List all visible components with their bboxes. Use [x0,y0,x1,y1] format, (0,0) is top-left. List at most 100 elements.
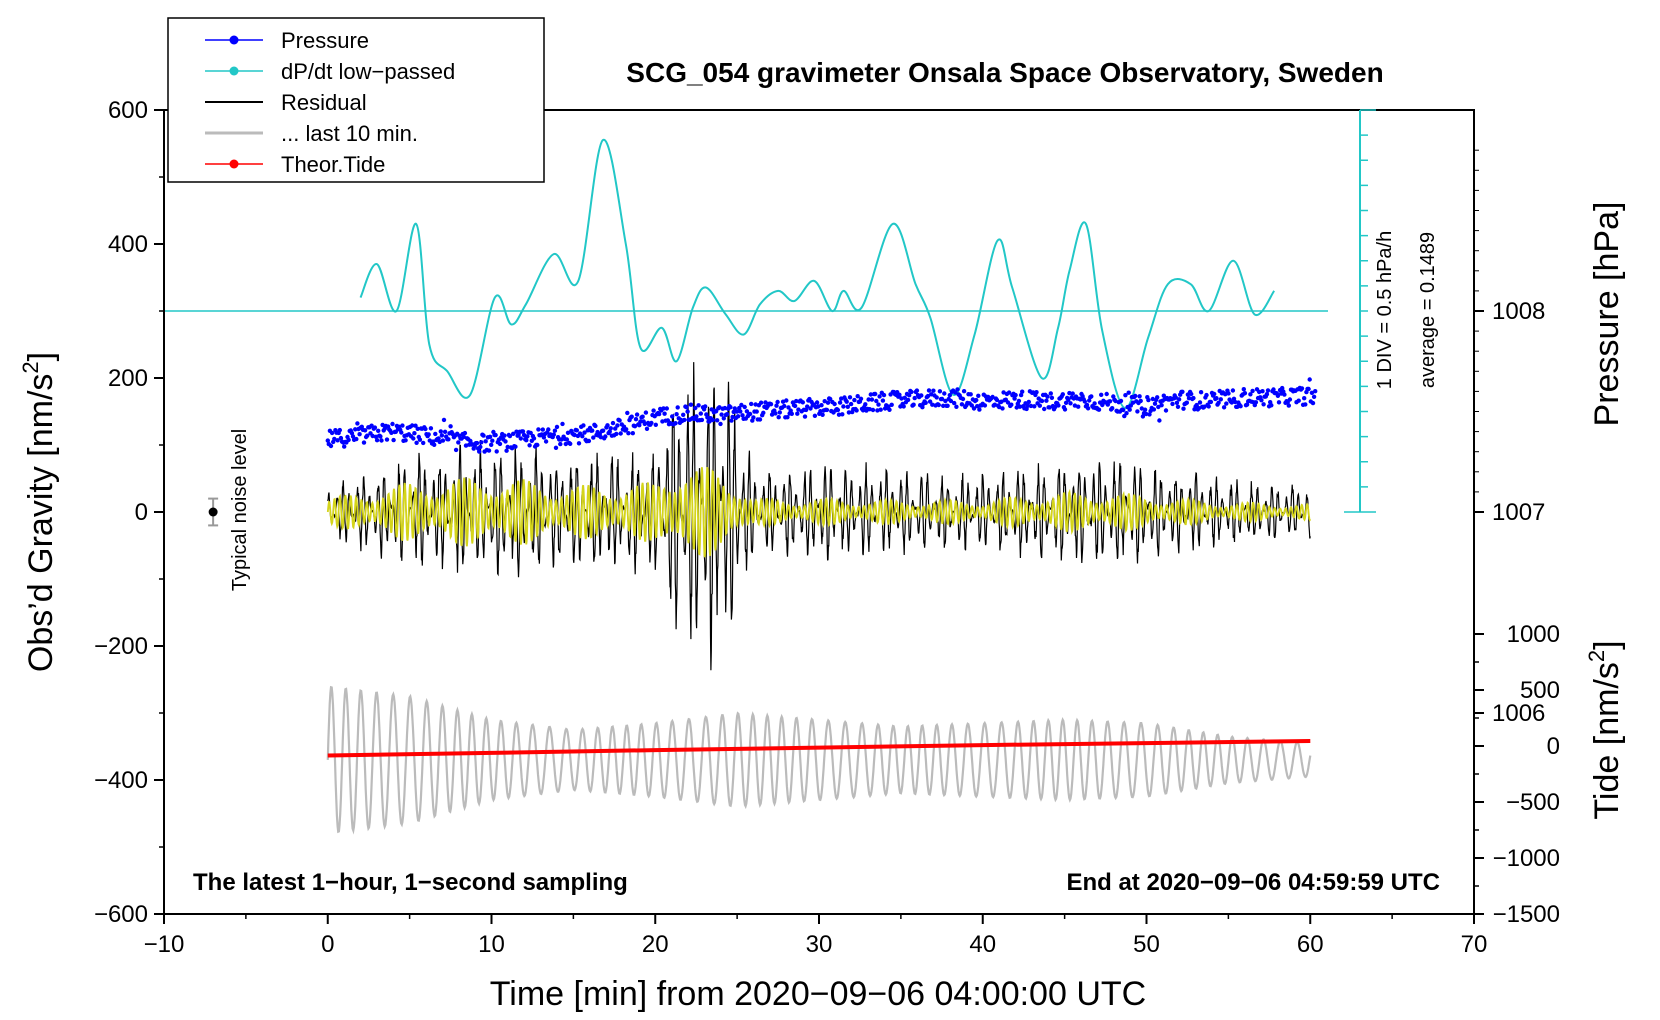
pressure-point [889,402,894,407]
pressure-point [808,406,813,411]
pressure-point [735,414,741,419]
pressure-point [785,415,790,420]
legend-item-tide: Theor.Tide [205,152,385,177]
pressure-tick-label: 1008 [1492,298,1545,325]
pressure-point [1155,395,1160,400]
pressure-point [1096,407,1102,412]
pressure-point [923,400,928,405]
pressure-point [608,426,613,431]
pressure-point [468,438,473,444]
pressure-point [887,407,892,412]
pressure-point [682,417,687,423]
pressure-point [1135,409,1140,414]
pressure-point [789,411,794,416]
pressure-point [446,437,451,442]
series-dpdt [359,139,1276,410]
pressure-point [1180,389,1185,394]
pressure-point [630,431,635,436]
pressure-point [768,402,774,407]
x-tick-label: 60 [1297,931,1324,958]
pressure-point [822,399,827,404]
pressure-point [975,404,980,409]
pressure-point [873,391,878,397]
pressure-point [1208,399,1214,405]
pressure-point [1144,411,1149,417]
pressure-point [869,397,875,402]
pressure-point [1056,403,1061,408]
pressure-point [718,421,723,427]
pressure-point [825,400,831,405]
pressure-point [1276,400,1282,405]
pressure-point [520,429,526,434]
pressure-point [1275,393,1281,398]
pressure-point [911,402,916,407]
x-tick-label: −10 [144,931,185,958]
pressure-point [784,398,789,403]
pressure-point [1037,403,1043,408]
pressure-point [844,399,849,404]
pressure-point [357,432,362,437]
pressure-point [651,408,656,413]
pressure-point [1025,403,1030,408]
pressure-point [1133,393,1138,399]
pressure-point [581,423,586,428]
pressure-point [629,414,634,419]
pressure-point [643,410,649,415]
pressure-point [968,392,973,397]
tide-tick-label: 500 [1520,677,1560,704]
pressure-point [1076,404,1081,409]
pressure-point [391,437,396,443]
pressure-point [355,421,360,426]
pressure-point [684,405,689,410]
pressure-point [1302,396,1307,401]
pressure-point [816,404,821,409]
pressure-point [1138,398,1143,404]
pressure-point [438,429,443,434]
pressure-point [698,411,703,416]
pressure-point [580,434,585,439]
pressure-point [1113,398,1118,404]
pressure-point [374,438,380,443]
pressure-point [1202,404,1207,409]
pressure-point [564,437,570,442]
pressure-point [552,428,558,433]
pressure-point [399,430,404,435]
pressure-point [325,438,330,443]
pressure-point [681,412,686,417]
pressure-point [1181,406,1186,411]
pressure-tick-label: 1007 [1492,499,1545,526]
pressure-point [740,413,745,418]
pressure-point [1191,395,1196,401]
pressure-point [1121,407,1126,413]
pressure-point [959,402,965,407]
pressure-point [1299,386,1305,391]
pressure-point [1147,412,1152,417]
pressure-point [812,413,818,418]
pressure-point [786,405,791,410]
pressure-point [925,393,931,399]
pressure-point [758,400,764,405]
pressure-point [535,442,540,448]
pressure-point [1214,396,1219,401]
pressure-point [554,424,560,430]
pressure-tick-label: 1006 [1492,700,1545,727]
pressure-point [994,397,1000,403]
pressure-point [870,407,876,413]
pressure-point [877,394,882,399]
pressure-point [328,443,334,449]
pressure-point [1150,396,1156,402]
pressure-point [1224,401,1229,406]
pressure-point [354,436,359,442]
pressure-point [1176,397,1182,402]
pressure-point [796,407,801,412]
pressure-point [1196,406,1202,411]
pressure-point [1034,390,1039,395]
pressure-point [337,427,342,433]
pressure-point [685,409,690,414]
pressure-point [1218,397,1224,402]
pressure-point [1261,402,1266,407]
pressure-point [1000,406,1005,411]
pressure-point [1070,391,1075,396]
pressure-point [1310,400,1316,406]
x-tick-label: 40 [969,931,996,958]
